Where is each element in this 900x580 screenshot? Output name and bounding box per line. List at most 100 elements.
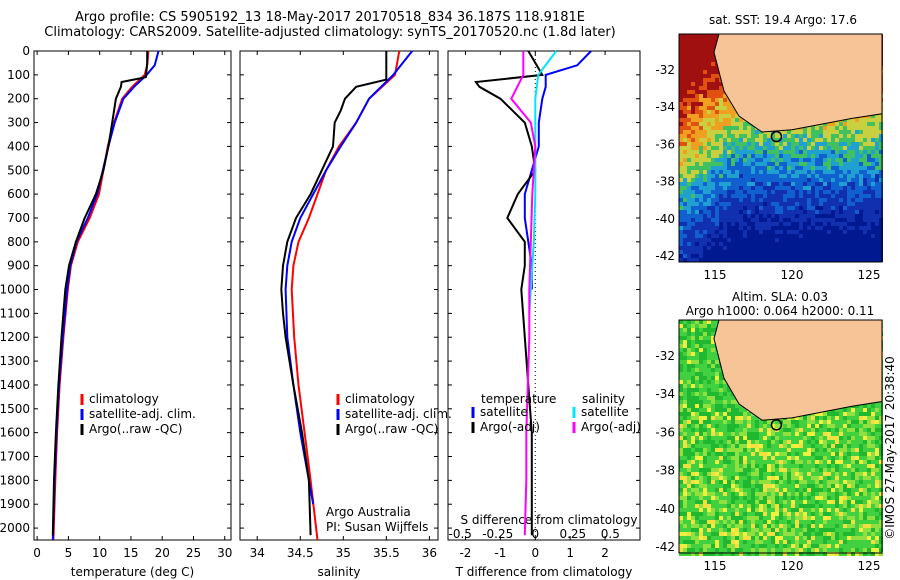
map-pixel — [783, 432, 787, 436]
legend-label: satellite — [581, 405, 629, 419]
map-pixel — [707, 182, 711, 186]
temp-frame — [33, 50, 232, 541]
map-pixel — [835, 122, 839, 126]
map-pixel — [691, 138, 695, 142]
map-pixel — [691, 186, 695, 190]
map-pixel — [767, 238, 771, 242]
map-pixel — [879, 404, 883, 408]
map-pixel — [863, 420, 867, 424]
map-pixel — [743, 146, 747, 150]
map-pixel — [843, 258, 847, 262]
map-pixel — [871, 178, 875, 182]
map-pixel — [847, 194, 851, 198]
map-pixel — [679, 372, 683, 376]
map-pixel — [823, 194, 827, 198]
map-pixel — [711, 238, 715, 242]
map-pixel — [687, 178, 691, 182]
map-pixel — [699, 50, 703, 54]
map-pixel — [827, 440, 831, 444]
map-pixel — [699, 392, 703, 396]
map-pixel — [719, 186, 723, 190]
map-pixel — [779, 198, 783, 202]
map-pixel — [707, 106, 711, 110]
map-pixel — [739, 250, 743, 254]
map-pixel — [707, 384, 711, 388]
map-pixel — [727, 154, 731, 158]
map-pixel — [687, 82, 691, 86]
map-pixel — [879, 166, 883, 170]
map-pixel — [795, 444, 799, 448]
map-pixel — [807, 142, 811, 146]
map-pixel — [691, 206, 695, 210]
map-pixel — [855, 452, 859, 456]
map-pixel — [855, 408, 859, 412]
map-pixel — [711, 206, 715, 210]
map-pixel — [691, 420, 695, 424]
map-pixel — [751, 424, 755, 428]
map-pixel — [735, 400, 739, 404]
map-pixel — [731, 448, 735, 452]
map-pixel — [811, 206, 815, 210]
map-pixel — [735, 146, 739, 150]
map-pixel — [687, 86, 691, 90]
map-pixel — [859, 250, 863, 254]
map-pixel — [863, 238, 867, 242]
map-pixel — [703, 372, 707, 376]
map-pixel — [711, 102, 715, 106]
map-pixel — [683, 206, 687, 210]
map-pixel — [791, 254, 795, 258]
map-pixel — [751, 150, 755, 154]
map-pixel — [835, 448, 839, 452]
map-pixel — [695, 424, 699, 428]
map-pixel — [691, 154, 695, 158]
map-pixel — [751, 162, 755, 166]
map-pixel — [851, 428, 855, 432]
series-line — [510, 51, 537, 536]
map-pixel — [699, 214, 703, 218]
map-pixel — [679, 352, 683, 356]
map-pixel — [815, 254, 819, 258]
map-pixel — [699, 230, 703, 234]
map-pixel — [735, 170, 739, 174]
map-pixel — [767, 178, 771, 182]
map-pixel — [759, 456, 763, 460]
map-pixel — [875, 146, 879, 150]
map-pixel — [871, 134, 875, 138]
map-pixel — [787, 250, 791, 254]
map-pixel — [695, 94, 699, 98]
map-pixel — [791, 210, 795, 214]
map-pixel — [687, 78, 691, 82]
map-pixel — [799, 250, 803, 254]
map-pixel — [843, 146, 847, 150]
map-pixel — [711, 38, 715, 42]
map-pixel — [707, 170, 711, 174]
map-pixel — [743, 238, 747, 242]
map-pixel — [691, 436, 695, 440]
map-pixel — [799, 218, 803, 222]
map-pixel — [739, 238, 743, 242]
map-pixel — [691, 368, 695, 372]
map-frame — [678, 33, 883, 263]
legend-label: satellite — [480, 405, 528, 419]
map-pixel — [823, 218, 827, 222]
map-pixel — [687, 234, 691, 238]
map-pixel — [855, 234, 859, 238]
map-pixel — [799, 444, 803, 448]
map-pixel — [715, 368, 719, 372]
map-pixel — [767, 428, 771, 432]
map-pixel — [715, 436, 719, 440]
map-pixel — [679, 166, 683, 170]
map-pixel — [859, 218, 863, 222]
map-pixel — [715, 94, 719, 98]
map-pixel — [827, 154, 831, 158]
map-pixel — [683, 340, 687, 344]
map-pixel — [711, 158, 715, 162]
map-pixel — [727, 122, 731, 126]
map-pixel — [755, 134, 759, 138]
depth-tick-label: 0 — [22, 44, 30, 58]
map-pixel — [815, 158, 819, 162]
map-pixel — [807, 222, 811, 226]
map-pixel — [731, 214, 735, 218]
map-pixel — [879, 428, 883, 432]
map-pixel — [839, 130, 843, 134]
